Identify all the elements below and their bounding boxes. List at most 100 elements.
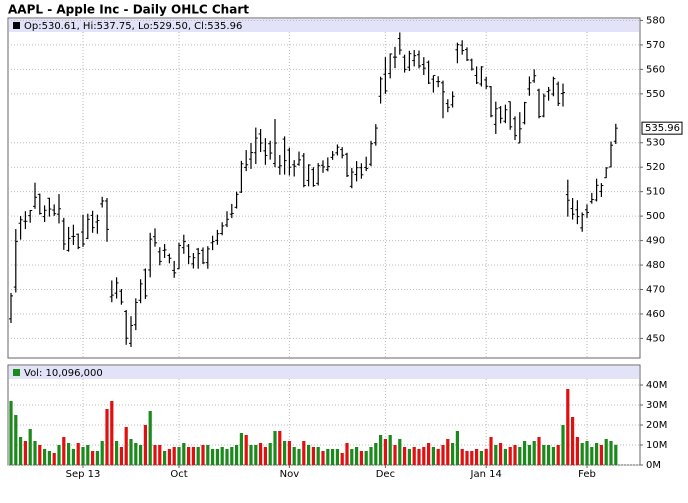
- volume-bar: [52, 453, 56, 465]
- volume-bar: [76, 443, 80, 465]
- volume-bar: [187, 447, 191, 465]
- volume-bar: [254, 445, 258, 465]
- volume-bar: [215, 449, 219, 465]
- volume-bar: [163, 451, 167, 465]
- volume-bar: [57, 445, 61, 465]
- y-tick-label: 460: [646, 309, 665, 320]
- y-tick-label: 550: [646, 89, 665, 100]
- volume-bar: [359, 451, 363, 465]
- volume-legend-swatch: [13, 369, 20, 376]
- price-header: Op:530.61, Hi:537.75, Lo:529.50, Cl:535.…: [24, 21, 242, 32]
- volume-bar: [143, 425, 147, 465]
- volume-bar: [383, 439, 387, 465]
- volume-bar: [398, 439, 402, 465]
- volume-bar: [311, 447, 315, 465]
- volume-bar: [273, 431, 277, 465]
- volume-bar: [153, 445, 157, 465]
- volume-bar: [115, 441, 119, 465]
- volume-bar: [134, 443, 138, 465]
- volume-bar: [451, 443, 455, 465]
- y-tick-label: 530: [646, 138, 665, 149]
- volume-bar: [91, 451, 95, 465]
- volume-bar: [585, 441, 589, 465]
- volume-bar: [259, 443, 263, 465]
- volume-bar: [211, 449, 215, 465]
- volume-header: Vol: 10,096,000: [24, 368, 103, 379]
- volume-bar: [302, 441, 306, 465]
- volume-bar: [609, 441, 613, 465]
- last-price-box: [641, 121, 683, 135]
- y-tick-label: 510: [646, 187, 665, 198]
- y-tick-label: 520: [646, 162, 665, 173]
- volume-bar: [427, 443, 431, 465]
- volume-bar: [364, 451, 368, 465]
- volume-bar: [527, 445, 531, 465]
- volume-bar: [403, 447, 407, 465]
- volume-bar: [191, 447, 195, 465]
- volume-bar: [350, 449, 354, 465]
- x-tick-label: Nov: [280, 469, 300, 480]
- price-header-band: [9, 19, 639, 32]
- volume-bar: [67, 443, 71, 465]
- volume-bar: [355, 447, 359, 465]
- volume-bar: [139, 445, 143, 465]
- volume-bar: [33, 441, 37, 465]
- volume-bar: [566, 389, 570, 465]
- volume-bar: [345, 443, 349, 465]
- y-tick-label: 40M: [646, 380, 667, 391]
- volume-bar: [489, 437, 493, 465]
- volume-bar: [124, 427, 128, 465]
- volume-bar: [369, 447, 373, 465]
- volume-bar: [95, 451, 99, 465]
- volume-bar: [28, 429, 32, 465]
- volume-bar: [105, 409, 109, 465]
- y-tick-label: 580: [646, 15, 665, 26]
- volume-bar: [235, 445, 239, 465]
- volume-bar: [292, 447, 296, 465]
- volume-bar: [475, 449, 479, 465]
- volume-bar: [239, 433, 243, 465]
- volume-bar: [503, 449, 507, 465]
- volume-bar: [129, 439, 133, 465]
- volume-bar: [71, 449, 75, 465]
- volume-bar: [244, 435, 248, 465]
- y-tick-label: 10M: [646, 440, 667, 451]
- volume-bar: [62, 437, 66, 465]
- volume-bar: [297, 449, 301, 465]
- volume-bar: [14, 415, 18, 465]
- volume-bar: [484, 449, 488, 465]
- volume-bar: [158, 445, 162, 465]
- volume-bar: [172, 447, 176, 465]
- x-tick-label: Oct: [170, 469, 187, 480]
- volume-bar: [455, 431, 459, 465]
- volume-bar: [508, 447, 512, 465]
- volume-bar: [38, 445, 42, 465]
- volume-bar: [431, 447, 435, 465]
- volume-bar: [571, 417, 575, 465]
- volume-bar: [100, 441, 104, 465]
- volume-bar: [494, 445, 498, 465]
- volume-bar: [446, 439, 450, 465]
- volume-bar: [412, 447, 416, 465]
- volume-bar: [326, 449, 330, 465]
- volume-bar: [249, 445, 253, 465]
- volume-bar: [9, 401, 13, 465]
- volume-bar: [283, 441, 287, 465]
- volume-bar: [47, 451, 51, 465]
- y-tick-label: 30M: [646, 400, 667, 411]
- y-tick-label: 470: [646, 285, 665, 296]
- volume-bar: [561, 425, 565, 465]
- volume-bar: [547, 445, 551, 465]
- volume-bar: [19, 437, 23, 465]
- volume-bar: [81, 447, 85, 465]
- volume-bar: [201, 445, 205, 465]
- y-tick-label: 20M: [646, 420, 667, 431]
- volume-bar: [278, 431, 282, 465]
- volume-bar: [499, 443, 503, 465]
- volume-bar: [575, 437, 579, 465]
- volume-bar: [110, 401, 114, 465]
- volume-bar: [518, 447, 522, 465]
- y-tick-label: 450: [646, 333, 665, 344]
- volume-bar: [119, 447, 123, 465]
